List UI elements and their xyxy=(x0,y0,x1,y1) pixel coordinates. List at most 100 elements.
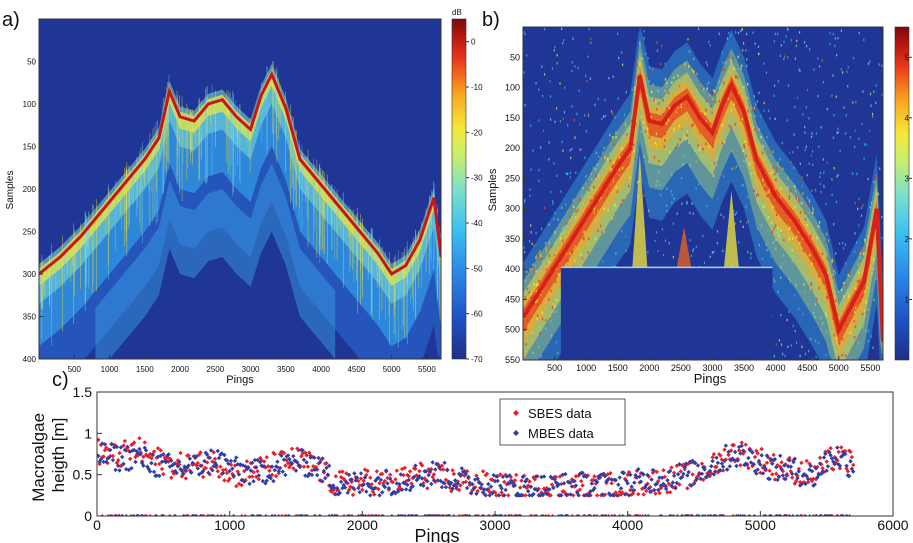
scatter-point xyxy=(787,458,792,463)
scatter-point xyxy=(701,465,706,470)
scatter-point xyxy=(698,476,703,482)
scatter-point xyxy=(269,464,275,469)
scatter-point xyxy=(374,469,380,474)
scatter-point xyxy=(377,481,382,486)
scatter-point xyxy=(113,467,118,473)
scatter-point xyxy=(203,465,208,471)
scatter-point xyxy=(456,487,462,493)
scatter-point xyxy=(394,468,400,473)
scatter-point xyxy=(699,461,705,466)
scatter-point xyxy=(200,474,206,480)
panel-b-band-0 xyxy=(523,27,883,360)
scatter-point xyxy=(280,469,285,474)
scatter-point xyxy=(628,487,633,493)
scatter-point xyxy=(694,477,699,482)
scatter-point xyxy=(345,490,350,495)
scatter-point xyxy=(338,479,344,485)
scatter-point xyxy=(682,464,687,470)
panel-b-ytick-label: 400 xyxy=(505,264,520,274)
scatter-point xyxy=(671,470,677,476)
panel-b-xtick-label: 1500 xyxy=(608,363,628,373)
scatter-point xyxy=(555,483,560,489)
scatter-point xyxy=(454,484,459,489)
panel-c-ytick-label: 1.5 xyxy=(73,384,93,400)
scatter-point xyxy=(361,478,366,484)
scatter-point xyxy=(434,461,439,467)
scatter-point xyxy=(829,466,835,471)
scatter-point xyxy=(291,466,296,471)
scatter-point xyxy=(488,484,494,489)
scatter-point xyxy=(726,449,731,455)
scatter-point xyxy=(242,479,247,484)
panel-b-xtick-label: 3500 xyxy=(734,363,754,373)
scatter-point xyxy=(368,475,373,480)
legend-mbes-label: MBES data xyxy=(528,426,595,441)
scatter-point xyxy=(206,470,211,475)
scatter-point xyxy=(216,474,222,480)
scatter-point xyxy=(848,449,853,455)
scatter-point xyxy=(267,468,272,473)
scatter-point xyxy=(121,461,126,467)
scatter-point xyxy=(417,474,422,479)
scatter-point xyxy=(120,462,125,468)
scatter-point xyxy=(281,450,287,456)
scatter-point xyxy=(243,478,248,483)
scatter-point xyxy=(138,451,143,457)
panel-c-xtick-label: 1000 xyxy=(214,517,245,533)
scatter-point xyxy=(231,473,236,478)
scatter-point xyxy=(120,454,125,460)
scatter-point xyxy=(780,468,786,474)
scatter-point xyxy=(157,461,162,467)
scatter-point xyxy=(368,493,373,498)
scatter-point xyxy=(807,461,812,466)
scatter-point xyxy=(395,489,401,494)
scatter-point xyxy=(839,445,844,450)
scatter-point xyxy=(441,467,446,472)
scatter-point xyxy=(723,443,729,448)
panel-b-y-ticks: 50 100 150 200 250 300 350 400 450 500 550 xyxy=(505,52,527,365)
scatter-point xyxy=(405,482,410,488)
scatter-point xyxy=(387,476,393,481)
scatter-point xyxy=(763,466,768,472)
panel-c-ylabel-line2: heigth [m] xyxy=(49,418,68,493)
scatter-point xyxy=(350,492,356,498)
panel-b-xlabel: Pings xyxy=(694,371,727,386)
scatter-point xyxy=(739,440,744,445)
scatter-point xyxy=(439,484,445,490)
scatter-point xyxy=(847,473,852,479)
scatter-point xyxy=(767,468,772,473)
scatter-point xyxy=(431,478,437,483)
scatter-point xyxy=(271,478,276,484)
scatter-point xyxy=(218,464,223,469)
scatter-point xyxy=(463,479,469,485)
scatter-point xyxy=(739,443,744,448)
scatter-point xyxy=(527,479,532,484)
scatter-point xyxy=(820,469,825,474)
panel-a-colorbar-tick: -60 xyxy=(471,310,483,319)
scatter-point xyxy=(507,473,512,478)
scatter-point xyxy=(658,483,664,488)
scatter-point xyxy=(616,482,621,487)
scatter-point xyxy=(652,487,657,493)
scatter-point xyxy=(194,454,199,459)
scatter-point xyxy=(325,472,331,477)
scatter-point xyxy=(519,478,524,483)
scatter-point xyxy=(234,455,239,460)
scatter-point xyxy=(311,454,316,460)
scatter-point xyxy=(828,453,833,458)
scatter-point xyxy=(210,468,215,473)
panel-c-xtick-label: 5000 xyxy=(745,517,776,533)
scatter-point xyxy=(754,471,759,476)
scatter-point xyxy=(626,493,632,498)
scatter-point xyxy=(548,474,553,480)
scatter-point xyxy=(340,469,345,474)
scatter-point xyxy=(431,472,437,477)
panel-b-xtick-label: 2000 xyxy=(639,363,659,373)
scatter-point xyxy=(755,451,760,456)
scatter-point xyxy=(98,457,104,462)
panel-c-ytick-label: 0 xyxy=(84,508,92,524)
panel-a-xtick-label: 500 xyxy=(68,365,82,374)
scatter-point xyxy=(365,468,370,474)
scatter-point xyxy=(620,490,625,495)
scatter-point xyxy=(393,477,398,482)
